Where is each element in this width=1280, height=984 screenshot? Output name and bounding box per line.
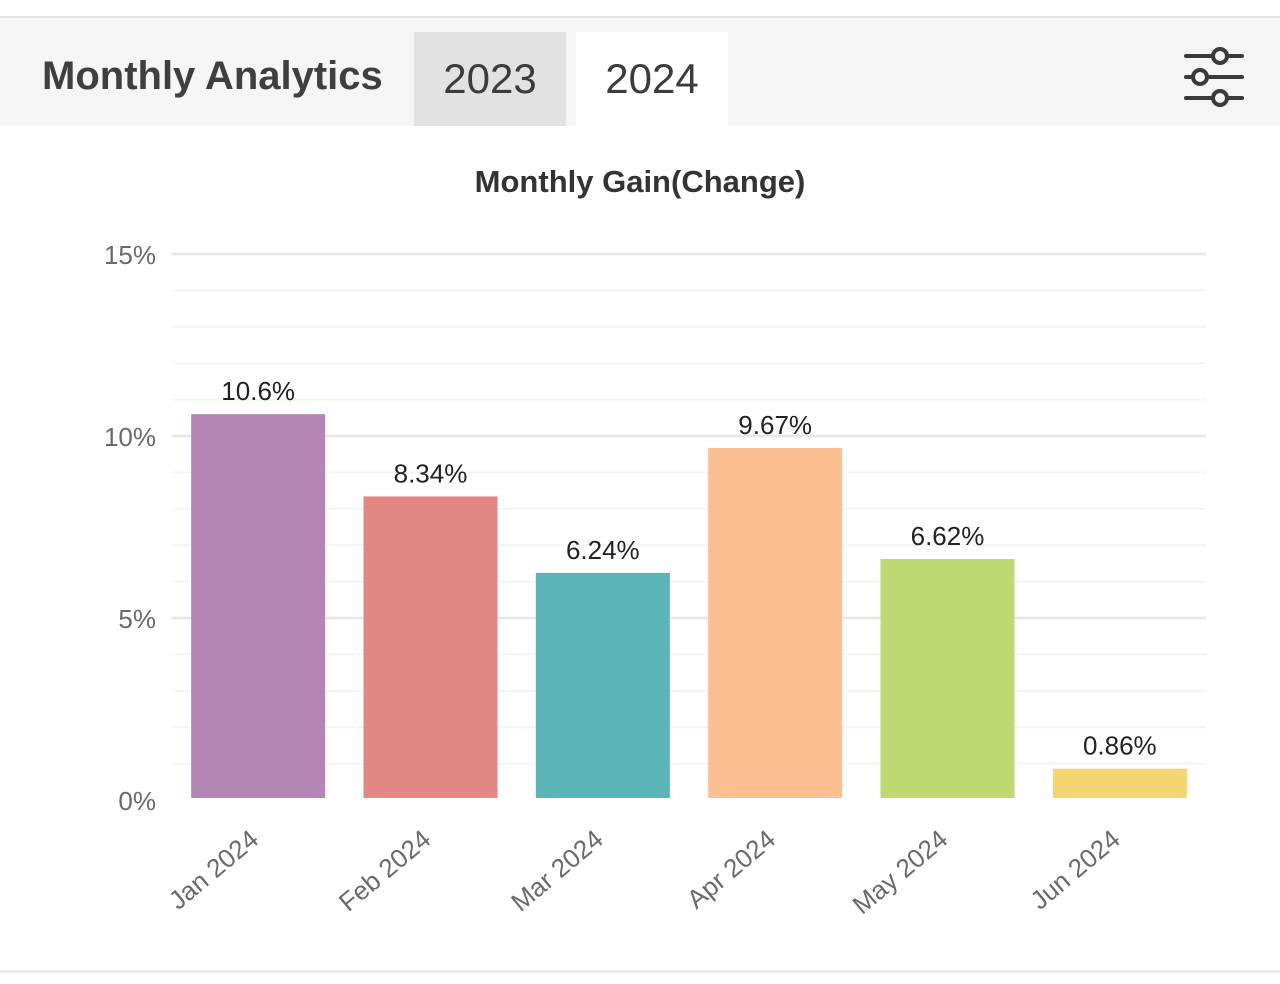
y-tick-label: 0%: [118, 786, 156, 816]
bar: [363, 496, 498, 798]
x-tick-label: Feb 2024: [333, 824, 436, 918]
bar: [880, 559, 1015, 798]
tab-2024[interactable]: 2024: [576, 32, 728, 126]
sliders-icon: [1184, 47, 1244, 107]
x-tick-label: Apr 2024: [681, 824, 781, 915]
chart-title: Monthly Gain(Change): [474, 164, 806, 199]
data-label: 10.6%: [221, 376, 295, 406]
x-tick-label: Jan 2024: [163, 824, 264, 916]
bar: [535, 572, 670, 798]
tab-2023[interactable]: 2023: [414, 32, 566, 126]
data-label: 8.34%: [394, 458, 468, 488]
x-tick-label: Jun 2024: [1024, 824, 1125, 916]
data-label: 9.67%: [738, 410, 812, 440]
bar: [191, 414, 326, 798]
filter-button[interactable]: [1178, 44, 1250, 110]
page-title: Monthly Analytics: [42, 54, 383, 98]
bottom-divider: [0, 970, 1280, 973]
top-divider: [0, 16, 1280, 18]
bar: [1052, 768, 1187, 798]
data-label: 6.62%: [911, 521, 985, 551]
data-label: 0.86%: [1083, 731, 1157, 761]
y-tick-label: 15%: [104, 240, 156, 270]
header-bar: Monthly Analytics 2023 2024: [0, 18, 1280, 126]
y-tick-label: 5%: [118, 604, 156, 634]
bar: [708, 448, 843, 798]
x-tick-label: Mar 2024: [505, 824, 608, 918]
x-tick-label: May 2024: [847, 824, 954, 920]
y-tick-label: 10%: [104, 422, 156, 452]
data-label: 6.24%: [566, 535, 640, 565]
